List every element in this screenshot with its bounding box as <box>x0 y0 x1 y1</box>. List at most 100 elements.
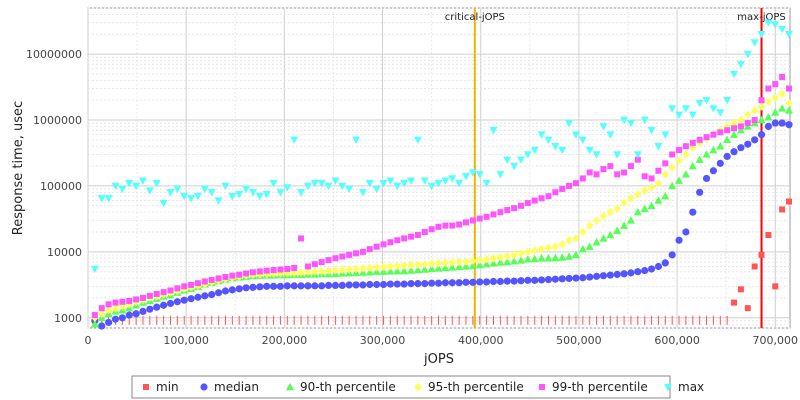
data-point <box>187 295 195 303</box>
data-point <box>283 282 291 290</box>
data-point <box>786 198 793 205</box>
data-point <box>420 265 429 273</box>
data-point <box>318 282 326 290</box>
data-point <box>737 144 745 152</box>
data-point <box>565 274 573 283</box>
y-tick-label: 1000000 <box>33 114 82 127</box>
data-point <box>661 170 669 179</box>
data-point <box>174 285 181 292</box>
data-point <box>414 232 421 239</box>
data-point <box>352 264 360 274</box>
data-point <box>339 253 346 260</box>
data-point <box>681 170 690 178</box>
data-point <box>132 182 141 191</box>
data-point <box>407 280 415 288</box>
data-point <box>510 257 519 265</box>
data-point <box>730 70 739 79</box>
data-point <box>737 286 744 293</box>
data-point <box>551 242 559 251</box>
data-point <box>599 234 608 242</box>
data-point <box>778 25 787 34</box>
x-axis-title: jOPS <box>423 352 454 367</box>
data-point <box>490 211 497 218</box>
data-point <box>311 261 318 268</box>
data-point <box>413 136 422 145</box>
data-point <box>476 278 484 286</box>
data-point <box>599 211 608 221</box>
data-point <box>654 262 663 271</box>
data-point <box>654 143 663 151</box>
data-point <box>469 217 476 224</box>
x-axis-ticks: 0 100,000 200,000 300,000 400,000 500,000 600,… <box>85 334 799 347</box>
data-point <box>489 127 498 135</box>
data-point <box>537 254 546 262</box>
data-point <box>291 264 298 271</box>
data-point <box>640 116 649 125</box>
data-point <box>730 130 739 138</box>
data-point <box>627 269 635 277</box>
data-point <box>538 276 546 284</box>
data-point <box>228 286 236 294</box>
data-point <box>462 278 470 286</box>
data-point <box>503 257 512 266</box>
data-point <box>544 136 553 145</box>
data-point <box>634 156 641 163</box>
data-point <box>551 143 560 151</box>
data-point <box>236 271 243 278</box>
data-point <box>373 280 381 289</box>
data-point <box>201 292 209 300</box>
data-point <box>317 180 326 188</box>
x-tick-label: 300,000 <box>360 334 406 347</box>
data-point <box>696 136 703 143</box>
data-point <box>126 297 133 304</box>
data-point <box>482 180 491 188</box>
data-point <box>379 280 388 289</box>
data-point <box>345 281 353 289</box>
data-point <box>448 263 457 271</box>
data-point <box>530 254 539 263</box>
data-point <box>744 140 752 148</box>
data-point <box>221 182 230 191</box>
data-point <box>764 113 773 121</box>
data-point <box>441 263 450 272</box>
data-point <box>456 221 463 228</box>
data-point <box>620 221 629 229</box>
data-point <box>366 246 373 253</box>
data-point <box>764 19 773 27</box>
legend-label: max <box>678 380 704 394</box>
data-point <box>517 202 524 209</box>
data-point <box>277 266 284 273</box>
data-point <box>379 262 388 272</box>
data-point <box>647 201 656 209</box>
legend-item: min <box>143 380 179 394</box>
data-point <box>779 73 786 80</box>
data-point <box>133 296 140 303</box>
data-point <box>153 303 161 311</box>
data-point <box>160 301 168 309</box>
data-point <box>785 121 793 129</box>
data-point <box>655 167 662 174</box>
x-tick-label: 100,000 <box>163 334 209 347</box>
data-point <box>565 252 574 260</box>
data-point <box>503 277 511 285</box>
data-point <box>510 250 518 260</box>
data-point <box>448 258 456 267</box>
data-point <box>98 322 106 330</box>
data-point <box>290 282 298 290</box>
data-point <box>153 290 160 297</box>
data-point <box>476 255 484 265</box>
legend-swatch <box>200 383 208 391</box>
data-point <box>125 311 133 319</box>
data-point <box>263 282 271 290</box>
data-point <box>311 282 319 290</box>
data-point <box>592 216 601 225</box>
data-point <box>428 279 436 287</box>
data-point <box>743 50 752 59</box>
legend-swatch <box>143 384 149 390</box>
data-point <box>441 258 449 268</box>
data-point <box>654 179 663 188</box>
data-point <box>736 61 745 69</box>
x-tick-label: 200,000 <box>262 334 308 347</box>
data-point <box>633 207 642 216</box>
data-point <box>435 223 442 230</box>
